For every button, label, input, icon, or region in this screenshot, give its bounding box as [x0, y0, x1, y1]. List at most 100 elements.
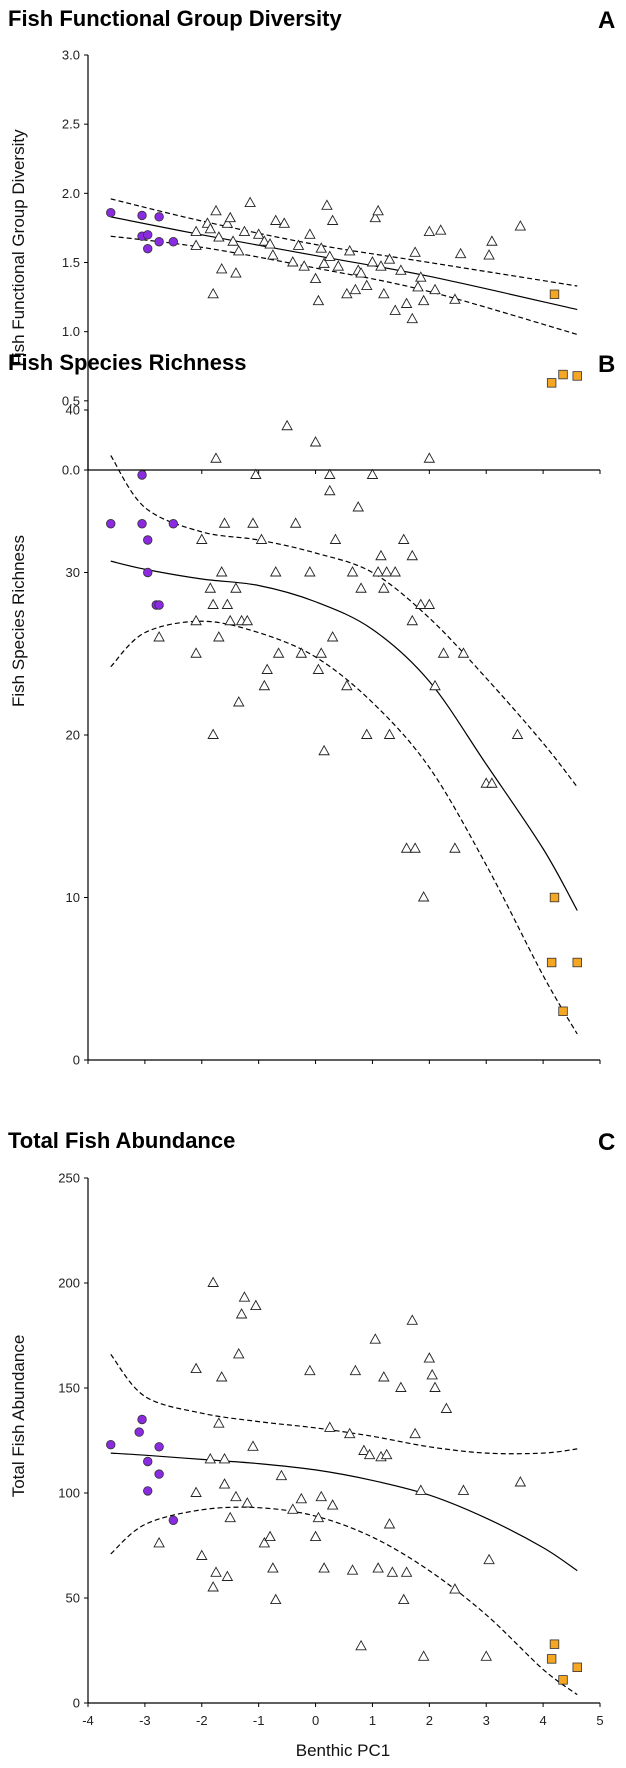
x-axis-label: Benthic PC1: [296, 1741, 391, 1760]
data-point-triangle: [318, 744, 330, 756]
data-point-square: [558, 1006, 568, 1016]
data-point-triangle: [329, 533, 342, 544]
data-point-triangle: [349, 1364, 362, 1376]
data-point-circle: [154, 237, 164, 247]
data-point-triangle: [190, 1486, 202, 1497]
data-point-triangle: [380, 1448, 393, 1460]
data-point-triangle: [258, 1536, 271, 1548]
data-point-triangle: [349, 283, 362, 295]
panel-c-title: Total Fish Abundance: [8, 1128, 235, 1153]
x-tick-label: -4: [82, 1713, 94, 1728]
data-point-triangle: [204, 222, 217, 234]
panel-a-title: Fish Functional Group Diversity: [8, 6, 342, 31]
x-tick-label: -1: [253, 1713, 265, 1728]
data-point-triangle: [409, 1427, 421, 1439]
data-point-triangle: [207, 728, 219, 739]
data-point-triangle: [449, 293, 461, 304]
data-point-triangle: [230, 582, 242, 593]
data-point-square: [572, 371, 582, 381]
y-tick-label: 200: [58, 1276, 80, 1291]
data-point-triangle: [409, 246, 421, 257]
y-tick-label: 20: [66, 728, 80, 743]
data-point-triangle: [304, 228, 316, 239]
data-point-triangle: [346, 1564, 359, 1575]
data-point-triangle: [372, 1562, 384, 1573]
data-point-triangle: [210, 204, 222, 216]
data-point-triangle: [417, 1650, 430, 1661]
data-point-circle: [137, 470, 147, 480]
data-point-circle: [143, 1456, 153, 1467]
panel-a-ylabel: Fish Functional Group Diversity: [9, 129, 28, 367]
data-point-triangle: [483, 249, 495, 260]
x-tick-label: -2: [196, 1713, 208, 1728]
data-point-triangle: [332, 260, 345, 271]
data-point-triangle: [295, 1492, 308, 1504]
y-tick-label: 3.0: [62, 48, 80, 63]
data-point-triangle: [267, 1562, 279, 1573]
y-tick-label: 100: [58, 1486, 80, 1501]
data-point-square: [546, 1654, 557, 1664]
data-point-triangle: [190, 1362, 202, 1374]
data-point-triangle: [417, 891, 430, 902]
data-point-triangle: [255, 533, 268, 544]
panel-c-ci-lower-line: [110, 1506, 578, 1696]
data-point-triangle: [215, 1371, 228, 1382]
data-point-triangle: [412, 280, 424, 292]
data-point-triangle: [275, 1469, 288, 1481]
data-point-triangle: [238, 1291, 251, 1302]
data-point-triangle: [369, 211, 382, 223]
data-point-triangle: [267, 249, 279, 260]
data-point-triangle: [352, 501, 364, 512]
y-tick-label: 250: [58, 1171, 80, 1186]
data-point-triangle: [437, 647, 450, 658]
data-point-triangle: [318, 1562, 330, 1573]
data-point-triangle: [218, 1452, 231, 1464]
data-point-square: [572, 1662, 582, 1673]
data-point-circle: [137, 210, 147, 221]
data-point-circle: [154, 1469, 164, 1479]
data-point-triangle: [224, 1511, 236, 1523]
data-point-triangle: [415, 598, 427, 609]
data-point-triangle: [258, 679, 271, 691]
data-point-triangle: [215, 262, 228, 274]
data-point-triangle: [196, 1549, 208, 1560]
data-point-square: [546, 378, 557, 388]
data-point-triangle: [378, 1371, 390, 1382]
panel-a-ci-lower-line: [110, 235, 578, 336]
y-tick-label: 0.5: [62, 393, 80, 408]
panel-c: Total Fish Abundance C Total Fish Abunda…: [8, 1128, 615, 1728]
data-point-square: [572, 957, 582, 968]
data-point-triangle: [287, 256, 299, 267]
panel-b-letter: B: [598, 351, 615, 378]
panel-b-fit-line: [110, 560, 578, 911]
data-point-triangle: [358, 1444, 370, 1455]
data-point-triangle: [343, 1427, 356, 1439]
data-point-triangle: [341, 287, 353, 299]
data-point-triangle: [153, 631, 165, 642]
data-point-triangle: [224, 614, 236, 626]
data-point-triangle: [440, 1402, 453, 1413]
data-point-triangle: [386, 1566, 399, 1577]
x-tick-label: 3: [483, 1713, 490, 1728]
y-tick-label: 0.0: [62, 463, 80, 478]
data-point-triangle: [292, 239, 305, 250]
y-tick-label: 10: [66, 890, 80, 905]
y-tick-label: 150: [58, 1381, 80, 1396]
data-point-triangle: [375, 549, 387, 561]
data-point-triangle: [207, 287, 219, 299]
data-point-circle: [106, 1439, 116, 1450]
y-tick-label: 0: [73, 1053, 80, 1068]
data-point-triangle: [272, 647, 285, 658]
data-point-triangle: [383, 1518, 396, 1529]
data-point-triangle: [383, 728, 396, 739]
data-point-triangle: [397, 533, 410, 544]
x-tick-label: 5: [596, 1713, 603, 1728]
data-point-triangle: [190, 225, 202, 237]
data-point-triangle: [406, 614, 419, 626]
data-point-triangle: [397, 1593, 410, 1605]
data-point-triangle: [204, 1452, 217, 1464]
data-point-square: [549, 289, 560, 300]
data-point-circle: [134, 1427, 144, 1437]
data-point-triangle: [324, 1421, 336, 1432]
data-point-square: [558, 1675, 568, 1685]
